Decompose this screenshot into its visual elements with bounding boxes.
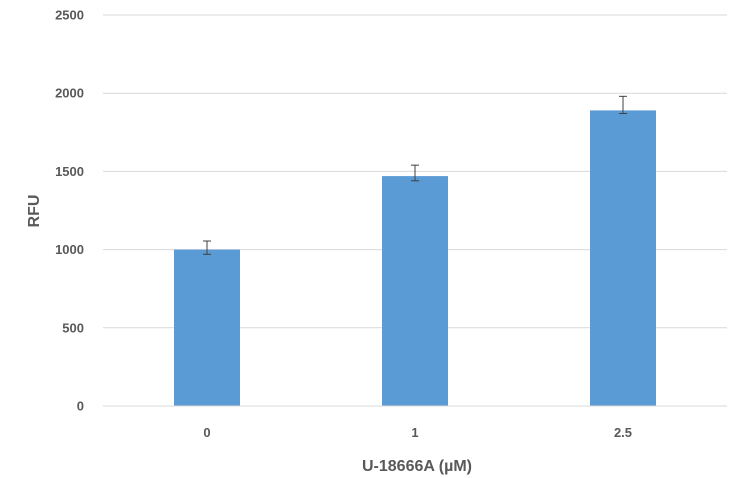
bars	[174, 110, 656, 407]
y-tick-label: 500	[62, 320, 84, 335]
x-tick-label: 0	[203, 425, 210, 440]
y-tick-label: 2000	[55, 86, 84, 101]
error-bars	[203, 95, 627, 255]
y-tick-label: 1500	[55, 164, 84, 179]
error-bar	[203, 240, 211, 255]
bar	[590, 110, 656, 407]
y-tick-label: 1000	[55, 242, 84, 257]
error-bar	[411, 164, 419, 182]
x-tick-label: 1	[411, 425, 418, 440]
y-tick-label: 0	[77, 399, 84, 414]
y-axis-ticks: 0 500 1000 1500 2000 2500	[55, 8, 84, 414]
x-tick-label: 2.5	[614, 425, 632, 440]
bar	[382, 176, 448, 406]
bar	[174, 249, 240, 406]
y-axis-title: RFU	[26, 195, 43, 228]
error-bar	[619, 95, 627, 115]
x-axis-ticks: 0 1 2.5	[203, 425, 632, 440]
x-axis-title: U-18666A (µM)	[362, 458, 472, 475]
y-tick-label: 2500	[55, 8, 84, 23]
